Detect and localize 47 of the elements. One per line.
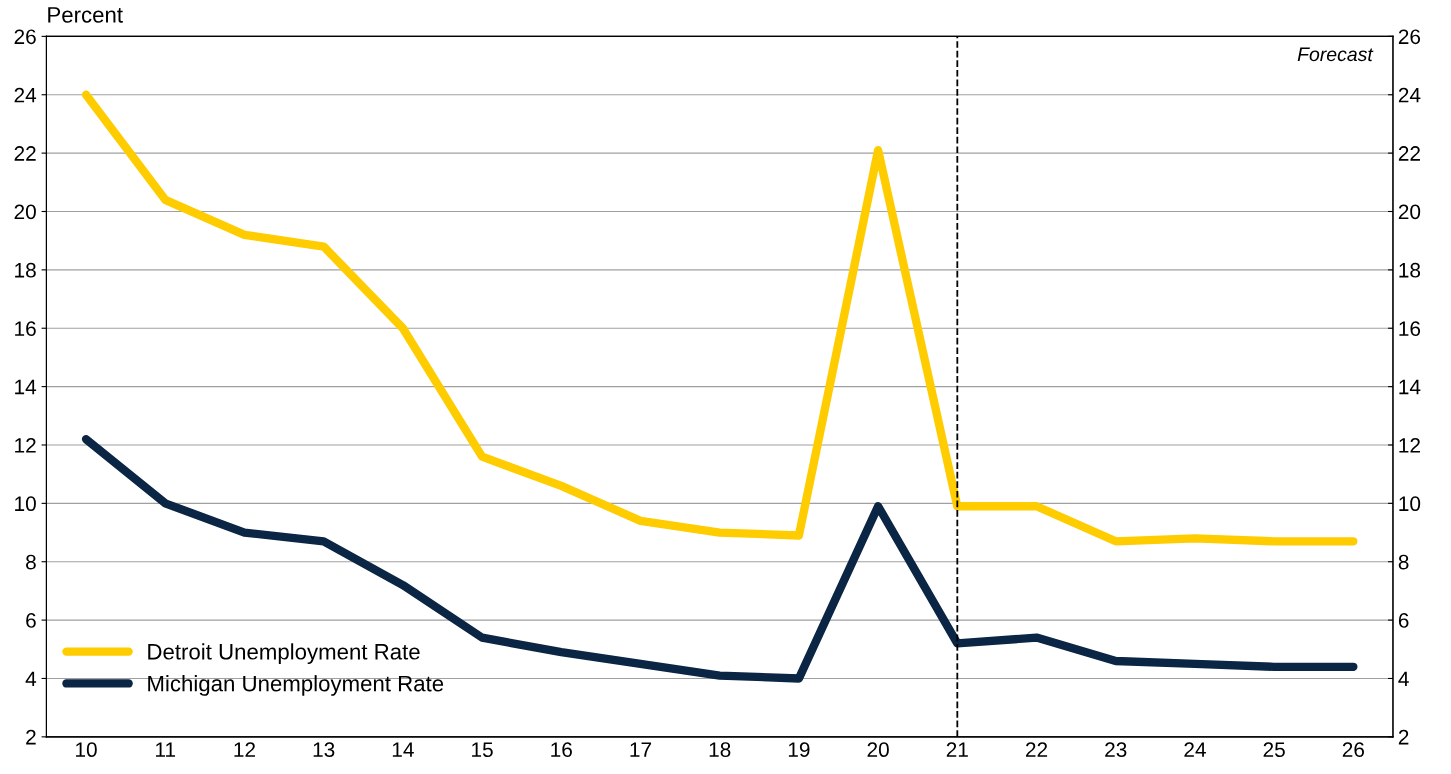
y-tick-label: 18 — [15, 262, 36, 278]
y-tick-label: 4 — [25, 671, 37, 687]
y-tick-label: 20 — [14, 204, 36, 220]
y2-tick-label: 18 — [1399, 262, 1421, 278]
x-tick-label: 23 — [1105, 742, 1127, 758]
x-tick-label: 17 — [630, 742, 652, 757]
x-tick-label: 22 — [1025, 742, 1048, 757]
x-tick-label: 15 — [472, 742, 493, 758]
x-tick-label: 25 — [1263, 742, 1285, 758]
x-tick-label: 21 — [946, 742, 968, 757]
y2-tick-label: 16 — [1399, 321, 1421, 336]
y-tick-label: 2 — [26, 729, 36, 745]
annotation: Forecast — [1297, 47, 1374, 62]
x-tick-label: 10 — [76, 742, 97, 758]
y-tick-label: 26 — [14, 29, 36, 45]
y-tick-label: 10 — [15, 496, 36, 512]
x-tick-label: 13 — [313, 742, 335, 758]
y-tick-label: 6 — [26, 613, 36, 628]
x-tick-label: 12 — [234, 742, 255, 757]
y2-tick-label: 8 — [1398, 554, 1409, 570]
x-tick-label: 19 — [788, 742, 810, 758]
y2-tick-label: 12 — [1399, 437, 1420, 453]
x-tick-label: 26 — [1342, 742, 1365, 758]
y-tick-label: 22 — [14, 146, 36, 161]
x-tick-label: 14 — [392, 742, 414, 757]
x-tick-label: 20 — [867, 742, 889, 758]
y2-tick-label: 26 — [1398, 29, 1421, 45]
x-tick-label: 24 — [1184, 742, 1206, 757]
y-tick-label: 8 — [26, 554, 36, 570]
y-tick-label: 24 — [14, 87, 37, 103]
y2-tick-label: 10 — [1399, 496, 1421, 512]
y2-tick-label: 2 — [1398, 729, 1409, 745]
y2-tick-label: 22 — [1398, 146, 1420, 161]
x-tick-label: 16 — [551, 742, 572, 758]
y-tick-label: 12 — [15, 437, 36, 453]
legend-label: Detroit Unemployment Rate — [148, 643, 420, 665]
y2-tick-label: 20 — [1398, 204, 1421, 220]
y-axis-title: Percent — [48, 7, 123, 23]
y2-tick-label: 4 — [1398, 671, 1409, 687]
y2-tick-label: 6 — [1398, 613, 1409, 628]
y2-tick-label: 14 — [1399, 379, 1421, 395]
y-tick-label: 14 — [15, 379, 37, 395]
y2-tick-label: 24 — [1398, 87, 1421, 103]
y-tick-label: 16 — [15, 321, 36, 336]
x-tick-label: 11 — [156, 742, 176, 757]
x-tick-label: 18 — [709, 742, 731, 758]
legend-label: Michigan Unemployment Rate — [148, 675, 444, 696]
